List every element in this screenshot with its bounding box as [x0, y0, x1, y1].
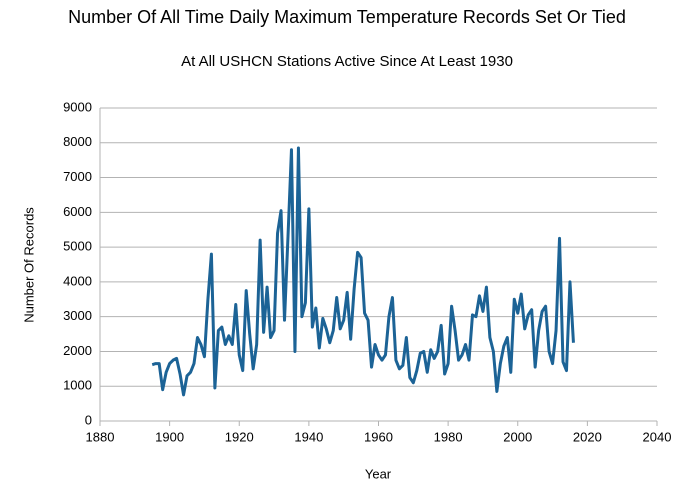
x-tick-label: 1900: [155, 429, 184, 444]
y-tick-label: 5000: [63, 239, 92, 254]
y-tick-label: 4000: [63, 273, 92, 288]
x-axis-label: Year: [365, 466, 392, 481]
y-tick-label: 7000: [63, 169, 92, 184]
y-tick-label: 0: [85, 412, 92, 427]
chart-title: Number Of All Time Daily Maximum Tempera…: [68, 7, 626, 27]
x-tick-label: 1980: [434, 429, 463, 444]
y-axis-label: Number Of Records: [21, 207, 36, 323]
y-tick-label: 2000: [63, 343, 92, 358]
y-tick-label: 8000: [63, 134, 92, 149]
x-tick-label: 1920: [225, 429, 254, 444]
x-tick-label: 1960: [364, 429, 393, 444]
x-tick-label: 2020: [573, 429, 602, 444]
x-tick-label: 1880: [86, 429, 115, 444]
chart-subtitle: At All USHCN Stations Active Since At Le…: [181, 53, 513, 70]
y-tick-label: 6000: [63, 204, 92, 219]
data-line: [151, 146, 575, 397]
x-tick-label: 2000: [503, 429, 532, 444]
x-tick-label: 1940: [294, 429, 323, 444]
y-tick-label: 1000: [63, 378, 92, 393]
x-tick-label: 2040: [643, 429, 672, 444]
y-tick-label: 9000: [63, 99, 92, 114]
y-tick-label: 3000: [63, 308, 92, 323]
